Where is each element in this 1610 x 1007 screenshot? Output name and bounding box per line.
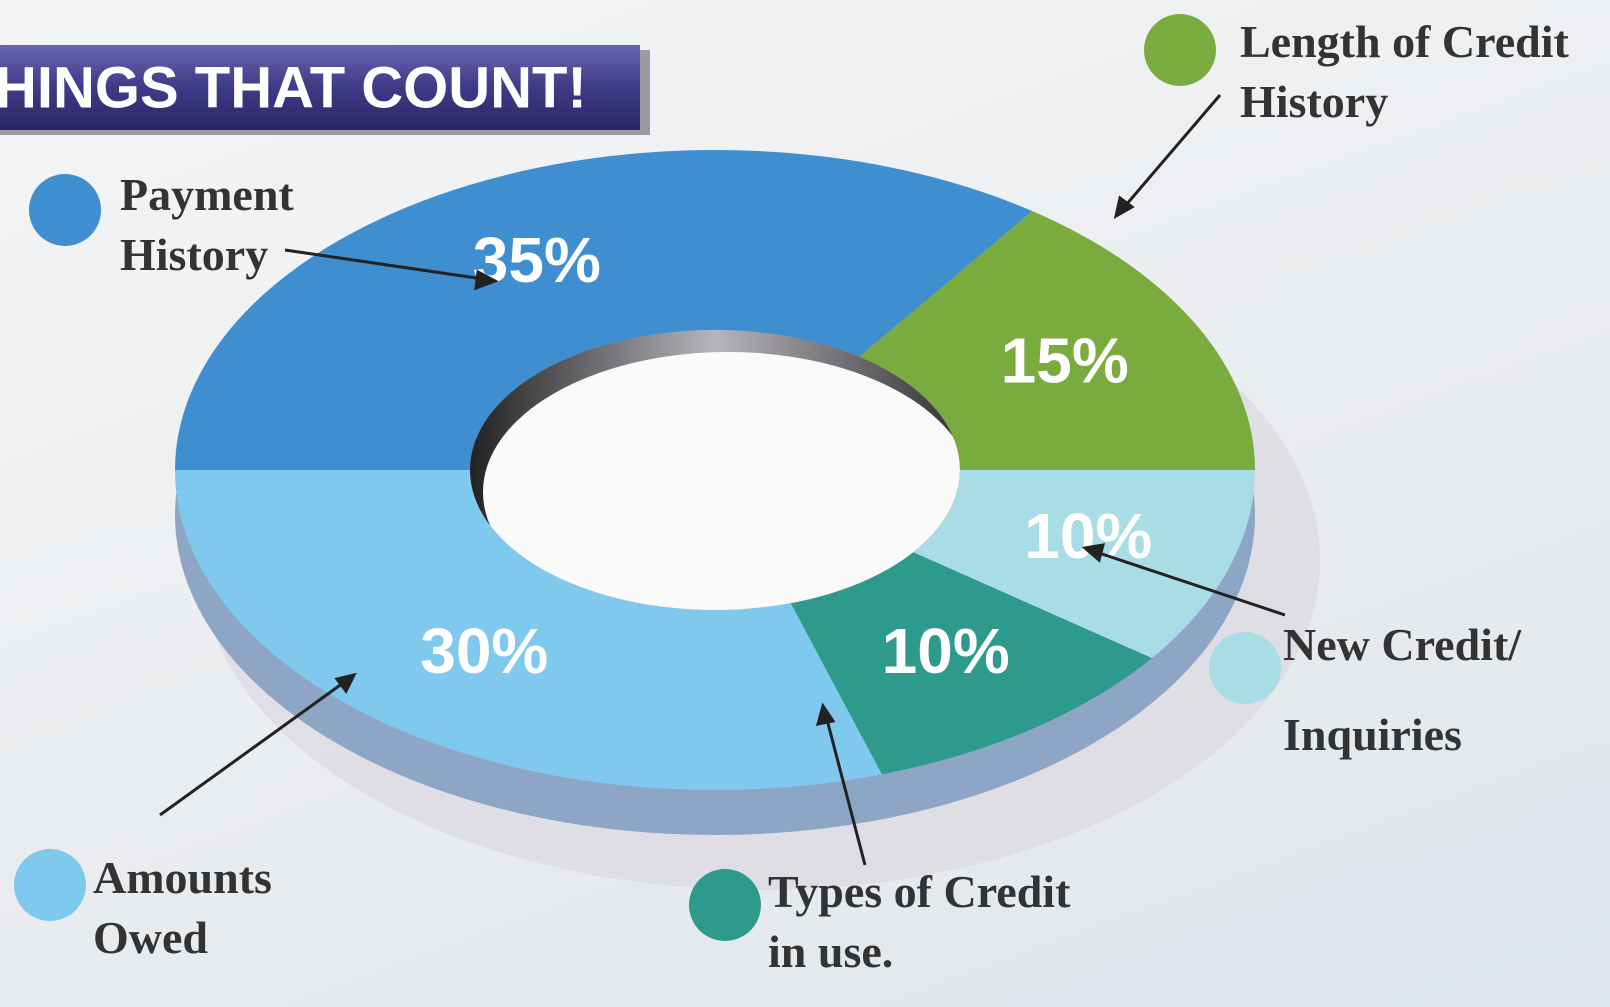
data-label: 10% (1024, 500, 1152, 572)
legend-swatch (689, 869, 761, 941)
legend-label: Types of Credit in use. (768, 866, 1071, 977)
wedge (175, 150, 1033, 471)
arrow (823, 711, 867, 866)
legend-swatch (1144, 14, 1216, 86)
arrow-head (1081, 543, 1106, 563)
wedge (174, 470, 882, 791)
legend-swatch (14, 849, 86, 921)
wedge (859, 211, 1255, 470)
wedge (913, 470, 1255, 659)
legend-label: New Credit/ Inquiries (1283, 619, 1522, 760)
banner (0, 45, 640, 130)
wedge (790, 552, 1152, 775)
arrow-head (1113, 195, 1135, 219)
chart-subtitle: HINGS THAT COUNT! (0, 55, 587, 120)
arrow-head (474, 269, 499, 291)
arrows (159, 94, 1286, 866)
data-label: 15% (1001, 324, 1129, 396)
arrow-head (334, 672, 357, 694)
data-label: 10% (882, 615, 1010, 687)
data-label: 35% (473, 224, 601, 296)
arrow (1089, 548, 1286, 617)
chart-title: SCORE (589, 0, 1051, 23)
data-label: 30% (420, 615, 548, 687)
arrow-head (815, 702, 836, 726)
legend-label: Payment History (120, 169, 294, 280)
legend-label: Amounts Owed (93, 852, 272, 963)
arrow (1118, 94, 1222, 213)
legend-swatch (1209, 632, 1281, 704)
arrow (159, 676, 351, 817)
legend-label: Length of Credit History (1240, 16, 1569, 127)
legend-swatch (29, 174, 101, 246)
arrow (284, 248, 491, 282)
hole (483, 352, 960, 610)
